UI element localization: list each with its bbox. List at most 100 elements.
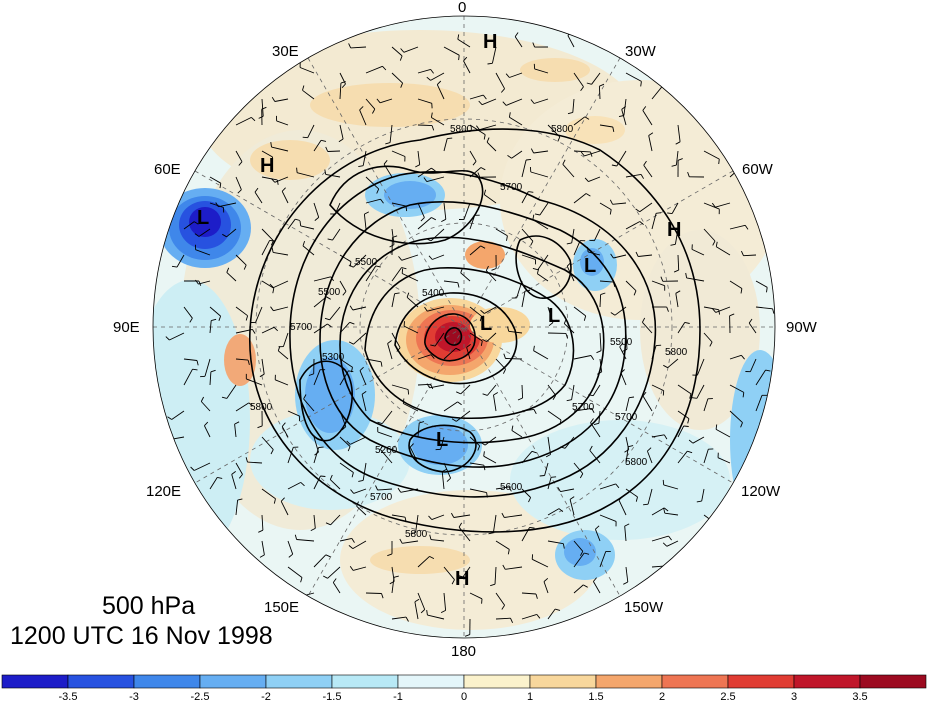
wind-barb-feather	[430, 69, 434, 74]
wind-barb	[255, 306, 263, 323]
wind-barb-feather	[271, 247, 274, 253]
wind-barb	[299, 67, 315, 74]
wind-barb	[537, 273, 549, 282]
wind-barb	[417, 592, 426, 610]
wind-barb	[484, 194, 497, 204]
wind-barb-feather	[639, 221, 644, 226]
wind-barb-feather	[633, 290, 637, 296]
wind-barb-feather	[204, 421, 209, 427]
wind-barb	[273, 280, 289, 289]
wind-barb	[749, 358, 757, 372]
wind-barb	[287, 566, 303, 578]
wind-barb-feather	[712, 308, 717, 313]
wind-barb-feather	[532, 267, 538, 271]
wind-barb-feather	[480, 442, 486, 446]
wind-barb	[339, 124, 344, 140]
wind-barb-feather	[441, 218, 447, 223]
wind-barb	[176, 254, 185, 268]
wind-barb-feather	[557, 487, 561, 492]
wind-barb-feather	[322, 575, 328, 579]
wind-barb-feather	[718, 309, 721, 315]
wind-barb-feather	[300, 577, 303, 583]
wind-barb	[589, 450, 601, 464]
wind-barb-feather	[270, 306, 274, 311]
colorbar-swatch	[331, 674, 399, 689]
wind-barb-feather	[327, 238, 333, 241]
wind-barb	[620, 372, 627, 386]
wind-barb	[313, 202, 320, 218]
wind-barb	[391, 616, 407, 620]
wind-barb	[226, 384, 237, 399]
wind-barb	[415, 514, 419, 533]
wind-barb-feather	[663, 84, 669, 88]
wind-barb	[194, 462, 211, 471]
wind-barb-feather	[350, 489, 355, 494]
wind-barb-feather	[688, 439, 694, 444]
wind-barb	[573, 193, 587, 204]
wind-barb-feather	[380, 361, 383, 367]
wind-barb-feather	[349, 566, 354, 571]
longitude-label: 60W	[742, 161, 774, 178]
longitude-labels: 0 30E 30W 60E 60W 90E 90W 120E 120W 150E…	[113, 0, 818, 660]
longitude-label: 30E	[272, 43, 299, 60]
wind-barb-feather	[259, 373, 265, 378]
wind-barb	[651, 345, 657, 360]
wind-barb	[619, 346, 627, 360]
wind-barb-feather	[342, 291, 347, 296]
colorbar-tick-label: -2	[261, 691, 271, 702]
wind-barb	[599, 358, 603, 372]
wind-barb-feather	[667, 212, 673, 215]
wind-barb	[584, 150, 601, 157]
wind-barb	[235, 402, 250, 412]
wind-barb	[339, 537, 352, 542]
wind-barb-feather	[584, 177, 589, 182]
wind-barb-feather	[683, 425, 689, 427]
wind-barb	[334, 202, 341, 215]
wind-barb-feather	[400, 82, 404, 88]
wind-barb-feather	[744, 225, 749, 230]
wind-barb-feather	[715, 424, 718, 430]
wind-barb-feather	[288, 553, 293, 558]
wind-barb-feather	[351, 538, 355, 543]
wind-barb	[281, 426, 289, 438]
wind-barb-feather	[483, 451, 485, 457]
wind-barb-feather	[580, 151, 585, 157]
wind-barb	[296, 539, 315, 542]
wind-barb	[183, 368, 193, 386]
wind-barb-feather	[528, 191, 534, 193]
wind-barb	[300, 225, 315, 230]
wind-barb	[339, 254, 352, 263]
wind-barb	[443, 280, 458, 284]
low-center: L	[197, 207, 209, 229]
wind-barb	[573, 584, 584, 594]
wind-barb-feather	[231, 471, 236, 475]
wind-barb	[383, 163, 393, 178]
wind-barb-feather	[662, 542, 668, 547]
wind-barb-feather	[772, 308, 775, 314]
wind-barb	[621, 109, 627, 126]
wind-barb	[406, 296, 419, 308]
wind-barb	[365, 592, 382, 594]
wind-barb	[443, 347, 457, 360]
contour-label: 5800	[250, 402, 273, 413]
wind-barb	[667, 358, 679, 369]
wind-barb	[365, 265, 377, 282]
wind-barb	[235, 306, 248, 317]
wind-barb-feather	[558, 508, 564, 513]
wind-barb-feather	[314, 217, 319, 221]
wind-barb	[247, 461, 263, 464]
wind-barb-feather	[483, 94, 487, 100]
contour-label: 5400	[422, 288, 445, 299]
wind-barb	[417, 354, 432, 360]
wind-barb	[532, 219, 549, 230]
contour-label: 5700	[615, 412, 638, 423]
wind-barb	[677, 450, 688, 464]
wind-barb	[460, 272, 471, 282]
wind-barb	[492, 514, 497, 533]
wind-barb-feather	[531, 450, 537, 454]
wind-barb	[547, 540, 564, 545]
wind-barb-feather	[338, 138, 344, 143]
wind-barb	[456, 410, 471, 422]
wind-barb-feather	[533, 409, 537, 415]
wind-barb	[573, 407, 592, 412]
